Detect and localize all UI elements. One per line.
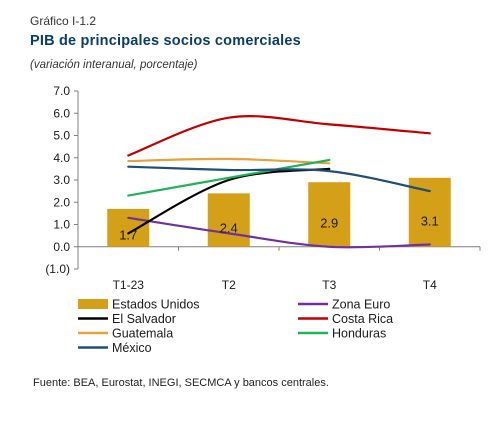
bar-data-label: 2.4 <box>220 221 238 236</box>
y-tick-label: 6.0 <box>53 106 70 120</box>
figure-header: Gráfico I-1.2 PIB de principales socios … <box>30 14 301 71</box>
bar-data-label: 3.1 <box>421 214 439 229</box>
line-series <box>127 165 431 193</box>
bar <box>308 182 351 247</box>
x-tick-label: T2 <box>222 278 236 292</box>
y-tick-label: 7.0 <box>53 84 70 98</box>
y-tick-label: 3.0 <box>53 173 70 187</box>
line-series <box>127 115 431 157</box>
line-series-group <box>127 115 431 249</box>
legend-label: El Salvador <box>112 312 176 326</box>
y-tick-label: 5.0 <box>53 129 70 143</box>
x-tick-label: T3 <box>322 278 336 292</box>
x-tick-label: T1-23 <box>113 278 145 292</box>
bar-data-label: 2.9 <box>320 216 338 231</box>
line-series <box>127 216 431 249</box>
y-tick-label: (1.0) <box>45 262 70 276</box>
chart-subtitle: (variación interanual, porcentaje) <box>30 59 198 71</box>
line-series <box>127 158 331 197</box>
chart-title: PIB de principales socios comerciales <box>30 33 301 49</box>
legend-label: Guatemala <box>112 327 173 341</box>
bar-data-label: 1.7 <box>119 228 137 243</box>
y-tick-label: 0.0 <box>53 240 70 254</box>
source-note: Fuente: BEA, Eurostat, INEGI, SECMCA y b… <box>33 377 329 389</box>
legend-label: Estados Unidos <box>112 298 200 312</box>
legend-label: Zona Euro <box>332 298 390 312</box>
legend-label: México <box>112 341 152 355</box>
x-tick-label: T4 <box>423 278 437 292</box>
y-tick-label: 1.0 <box>53 218 70 232</box>
bar <box>408 177 451 247</box>
legend-swatch <box>78 299 108 309</box>
bar-series-group <box>107 177 451 247</box>
bar-labels-group: 1.7 2.4 2.9 3.1 <box>119 214 439 243</box>
bar <box>207 193 250 247</box>
y-tick-label: 4.0 <box>53 151 70 165</box>
figure-label: Gráfico I-1.2 <box>30 14 97 28</box>
legend: Estados Unidos Zona Euro El Salvador Costa … <box>78 298 393 355</box>
y-tick-label: 2.0 <box>53 195 70 209</box>
legend-label: Honduras <box>332 327 386 341</box>
line-series <box>127 157 331 165</box>
legend-label: Costa Rica <box>332 312 393 326</box>
bar <box>107 208 150 247</box>
